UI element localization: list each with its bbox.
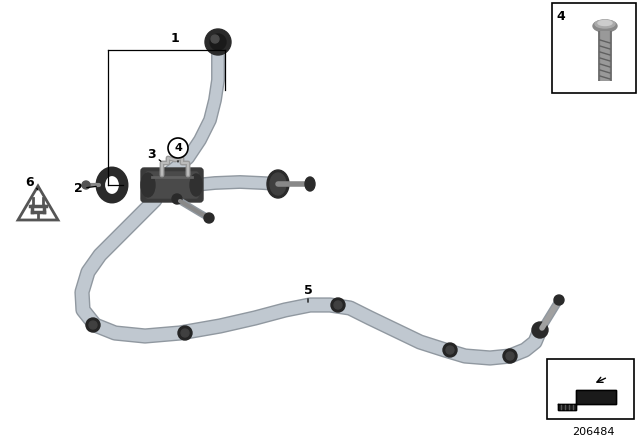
FancyBboxPatch shape	[552, 3, 636, 93]
Text: 1: 1	[171, 31, 179, 44]
Ellipse shape	[595, 20, 615, 28]
Circle shape	[168, 138, 188, 158]
Ellipse shape	[267, 170, 289, 198]
Circle shape	[211, 35, 219, 43]
Circle shape	[331, 298, 345, 312]
Ellipse shape	[593, 20, 617, 32]
Text: 4: 4	[174, 143, 182, 153]
Text: 2: 2	[74, 181, 83, 194]
Text: 4: 4	[557, 9, 565, 22]
Text: 5: 5	[303, 284, 312, 297]
Circle shape	[446, 346, 454, 354]
Circle shape	[334, 301, 342, 309]
Circle shape	[204, 213, 214, 223]
Polygon shape	[558, 390, 616, 410]
Text: 206484: 206484	[572, 427, 614, 437]
Ellipse shape	[141, 173, 155, 197]
Text: 3: 3	[148, 148, 156, 161]
Circle shape	[443, 343, 457, 357]
Circle shape	[205, 29, 231, 55]
Circle shape	[181, 329, 189, 337]
Ellipse shape	[270, 173, 286, 195]
FancyBboxPatch shape	[547, 359, 634, 419]
Ellipse shape	[190, 174, 202, 196]
Circle shape	[86, 318, 100, 332]
Circle shape	[178, 326, 192, 340]
FancyBboxPatch shape	[141, 168, 203, 202]
Circle shape	[210, 34, 226, 50]
Ellipse shape	[598, 21, 612, 26]
Circle shape	[82, 181, 90, 189]
Circle shape	[532, 322, 548, 338]
FancyBboxPatch shape	[146, 172, 198, 198]
Circle shape	[503, 349, 517, 363]
Ellipse shape	[172, 194, 182, 204]
Ellipse shape	[305, 177, 315, 191]
Circle shape	[506, 352, 514, 360]
Circle shape	[89, 321, 97, 329]
Text: 6: 6	[26, 177, 35, 190]
Circle shape	[554, 295, 564, 305]
